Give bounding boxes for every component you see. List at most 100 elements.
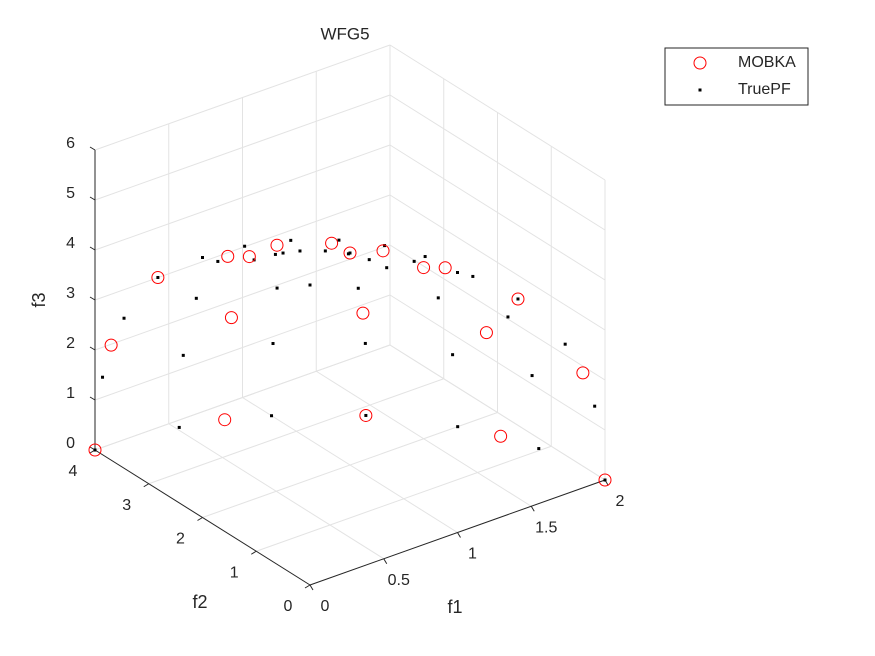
z-tick <box>89 196 96 201</box>
data-point <box>151 270 165 284</box>
z-tick <box>89 346 96 351</box>
y-tick <box>197 517 203 521</box>
data-point <box>104 338 118 352</box>
y-tick-label: 4 <box>69 463 78 480</box>
y-tick <box>304 584 311 589</box>
z-tick-label: 5 <box>66 185 75 202</box>
y-tick-label: 0 <box>284 598 293 615</box>
grid-line <box>389 194 606 331</box>
data-point <box>289 238 293 242</box>
x-tick-label: 2 <box>616 493 625 510</box>
grid-line <box>389 144 606 281</box>
data-point <box>93 448 97 452</box>
legend-marker <box>698 88 702 92</box>
data-point <box>194 296 198 300</box>
data-point <box>325 236 339 250</box>
grid-line <box>94 244 391 351</box>
grid-line <box>256 445 552 552</box>
data-point <box>456 271 459 274</box>
data-point <box>423 255 427 259</box>
data-point <box>308 283 312 287</box>
data-point <box>346 252 350 256</box>
grid-line <box>389 94 606 231</box>
x-tick-label: 0.5 <box>388 572 410 589</box>
z-tick-label: 0 <box>66 435 75 452</box>
data-point <box>356 286 360 290</box>
data-point <box>511 292 525 306</box>
data-point <box>271 342 275 346</box>
data-point <box>181 353 185 357</box>
legend-label: MOBKA <box>738 54 796 71</box>
data-point <box>383 244 387 248</box>
data-point <box>385 266 389 270</box>
data-point <box>359 408 373 422</box>
grid-line <box>94 44 391 151</box>
data-point <box>343 246 357 260</box>
data-point <box>323 249 327 253</box>
z-tick <box>89 396 96 401</box>
grid-line <box>389 44 606 181</box>
data-point <box>201 256 204 259</box>
data-point <box>275 286 279 290</box>
data-point <box>417 261 431 275</box>
data-point <box>218 413 232 427</box>
data-point <box>364 413 368 417</box>
data-point <box>216 259 220 263</box>
data-point <box>270 238 284 252</box>
data-point <box>563 342 567 346</box>
y-tick-label: 3 <box>122 497 131 514</box>
data-point <box>506 315 510 319</box>
data-point <box>456 425 460 429</box>
grid-line <box>389 244 606 381</box>
data-point <box>273 252 277 256</box>
data-point <box>530 374 534 378</box>
data-point <box>598 473 612 487</box>
data-point <box>177 425 181 429</box>
legend: MOBKA TruePF <box>664 47 809 106</box>
x-axis-label: f1 <box>447 597 462 617</box>
grid-line <box>94 294 391 401</box>
data-point <box>479 326 493 340</box>
data-point <box>436 296 440 300</box>
data-point <box>243 244 247 248</box>
data-point <box>101 375 105 379</box>
data-point <box>337 238 341 242</box>
legend-box <box>664 47 809 106</box>
data-point <box>356 306 370 320</box>
y-tick <box>250 550 257 555</box>
grid-line <box>389 294 606 431</box>
grid-line <box>94 194 391 301</box>
y-tick <box>143 483 150 488</box>
chart-title: WFG5 <box>320 24 369 43</box>
data-point <box>576 366 590 380</box>
z-tick <box>89 146 96 151</box>
x-tick <box>530 505 535 512</box>
data-point <box>242 250 256 264</box>
grid-line <box>148 378 444 485</box>
z-tick <box>89 246 96 251</box>
x-tick-label: 0 <box>321 598 330 615</box>
z-tick <box>89 296 96 301</box>
y-tick-label: 2 <box>176 531 185 548</box>
data-point <box>88 443 102 457</box>
data-point <box>348 251 352 255</box>
grid-line <box>389 344 606 481</box>
legend-label: TruePF <box>738 81 791 98</box>
z-tick-label: 1 <box>66 385 75 402</box>
data-point <box>376 244 390 258</box>
data-point <box>537 447 541 451</box>
x-tick <box>309 584 314 591</box>
data-point <box>438 261 452 275</box>
grid-line <box>94 94 391 201</box>
data-point <box>281 251 285 255</box>
y-axis-label: f2 <box>192 592 207 612</box>
data-point <box>603 478 607 482</box>
z-tick-label: 3 <box>66 285 75 302</box>
data-point <box>363 341 367 345</box>
data-point <box>298 249 302 253</box>
x-tick-label: 1 <box>468 546 477 563</box>
data-point <box>122 316 126 320</box>
data-point <box>471 274 475 278</box>
